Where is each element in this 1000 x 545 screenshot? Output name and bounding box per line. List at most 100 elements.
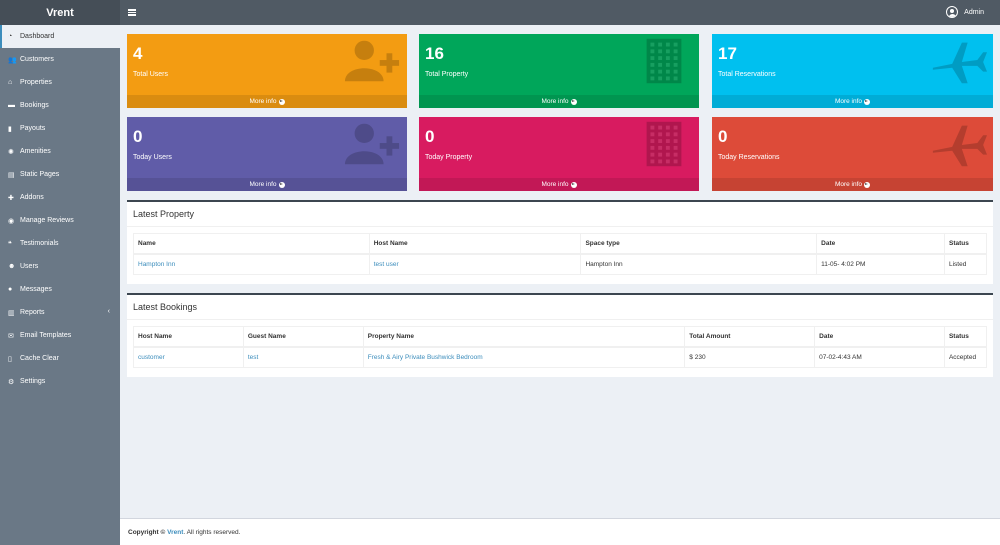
table-cell: 07-02-4:43 AM [814,346,945,368]
more-info-link[interactable]: More info [419,178,699,191]
sidebar-item-reports[interactable]: ▥ Reports ‹ [0,301,120,324]
user-menu[interactable]: Admin [946,6,984,18]
arrow-circle-right-icon [864,181,871,188]
table-cell: test user [368,253,582,275]
cell-link[interactable]: test user [373,261,399,268]
more-info-link[interactable]: More info [127,178,407,191]
column-header[interactable]: Status [943,233,988,255]
sidebar-item-label: Email Templates [20,332,72,339]
sidebar-item-users[interactable]: ☻ Users [0,255,120,278]
sidebar-item-label: Static Pages [20,171,60,178]
sidebar-item-properties[interactable]: ⌂ Properties [0,71,120,94]
table-cell: $ 230 [684,346,816,368]
stat-box-total-reservations: 17 Total Reservations More info [712,34,993,108]
sidebar-item-email-templates[interactable]: ✉ Email Templates [0,324,120,347]
cell-text: 07-02-4:43 AM [819,354,862,361]
more-info-link[interactable]: More info [419,95,699,108]
sidebar-item-label: Dashboard [20,33,55,40]
gears-icon: ⚙ [8,378,15,386]
column-header[interactable]: Date [814,326,945,348]
sidebar-item-bookings[interactable]: ▬ Bookings [0,94,120,117]
sidebar-item-static-pages[interactable]: ▤ Static Pages [0,163,120,186]
column-header[interactable]: Host Name [133,326,244,348]
stat-value: 17 [718,44,737,63]
column-header[interactable]: Property Name [362,326,686,348]
chat-icon: ● [8,286,13,293]
sidebar-item-dashboard[interactable]: ◔ Dashboard [0,25,120,48]
table-cell: Hampton Inn [580,253,818,275]
cell-text: Accepted [948,354,977,361]
column-header[interactable]: Total Amount [684,326,816,348]
table-cell: customer [133,346,244,368]
column-header[interactable]: Date [816,233,945,255]
table-header-row: Name Host Name Space type Date Status [133,233,988,255]
latest-bookings-table: Host Name Guest Name Property Name Total Am… [133,326,988,368]
more-info-label: More info [249,98,277,105]
cell-link[interactable]: test [247,354,259,361]
table-cell: Hampton Inn [133,253,370,275]
sidebar-item-label: Payouts [20,125,46,132]
rights-text: . All rights reserved. [183,528,241,536]
footer-brand-link[interactable]: Vrent [167,528,184,536]
sidebar-item-messages[interactable]: ● Messages [0,278,120,301]
topbar: Admin [120,0,1000,25]
sidebar-item-customers[interactable]: 👥 Customers [0,48,120,71]
table-cell: 11-05- 4:02 PM [816,253,945,275]
column-header[interactable]: Name [133,233,370,255]
sidebar-item-label: Properties [20,79,52,86]
stat-value: 0 [133,127,143,146]
sidebar-item-label: Bookings [20,102,49,109]
more-info-link[interactable]: More info [127,95,407,108]
plane-icon [929,121,987,167]
chevron-left-icon[interactable]: ‹ [107,308,110,315]
table-header-row: Host Name Guest Name Property Name Total Am… [133,326,988,348]
user-plus-icon [343,38,401,84]
arrow-circle-right-icon [570,98,577,105]
column-header[interactable]: Space type [580,233,818,255]
more-info-link[interactable]: More info [712,95,993,108]
column-header[interactable]: Host Name [368,233,582,255]
stat-label: Today Users [133,154,172,161]
stat-value: 16 [425,44,444,63]
avatar[interactable] [946,6,959,18]
cell-text: Hampton Inn [585,261,623,268]
more-info-label: More info [541,98,569,105]
sidebar-item-cache-clear[interactable]: ▯ Cache Clear [0,347,120,370]
column-header[interactable]: Status [943,326,988,348]
column-header[interactable]: Guest Name [242,326,364,348]
pages-icon: ▤ [8,171,15,179]
more-info-label: More info [834,181,863,188]
cell-link[interactable]: Fresh & Airy Private Bushwick Bedroom [367,354,483,361]
sidebar-item-addons[interactable]: ✚ Addons [0,186,120,209]
sidebar-menu: ◔ Dashboard 👥 Customers ⌂ Properties ▬ Bookings… [0,25,120,393]
stat-value: 4 [133,44,143,63]
envelope-icon: ✉ [8,332,14,340]
user-plus-icon: ☻ [8,263,16,270]
stat-label: Total Users [133,71,169,78]
table-cell: Accepted [943,346,988,368]
arrow-circle-right-icon [864,98,871,105]
more-info-link[interactable]: More info [712,178,993,191]
stat-value: 0 [425,127,435,146]
brand-logo[interactable]: Vrent [0,0,120,25]
stat-label: Total Property [425,71,469,78]
hamburger-menu-icon[interactable] [128,8,136,17]
sidebar-item-settings[interactable]: ⚙ Settings [0,370,120,393]
plane-icon [929,38,987,84]
cart-icon: ▬ [8,102,15,109]
arrow-circle-right-icon [278,98,285,105]
sidebar-item-label: Users [20,263,39,270]
sidebar-item-testimonials[interactable]: ❝ Testimonials [0,232,120,255]
cell-text: $ 230 [689,354,706,361]
cell-link[interactable]: customer [138,354,165,361]
sidebar-item-payouts[interactable]: ▮ Payouts [0,117,120,140]
table-cell: test [242,346,364,368]
sidebar-item-amenities[interactable]: ✺ Amenities [0,140,120,163]
stat-box-today-users: 0 Today Users More info [127,117,407,191]
stat-box-total-property: 16 Total Property More info [419,34,699,108]
sidebar-item-manage-reviews[interactable]: ◉ Manage Reviews [0,209,120,232]
cell-link[interactable]: Hampton Inn [138,261,176,268]
user-name[interactable]: Admin [964,8,984,16]
latest-property-panel: Latest Property Name Host Name Space type D… [127,200,993,284]
sidebar: Vrent ◔ Dashboard 👥 Customers ⌂ Properties ▬ Bo… [0,0,120,545]
